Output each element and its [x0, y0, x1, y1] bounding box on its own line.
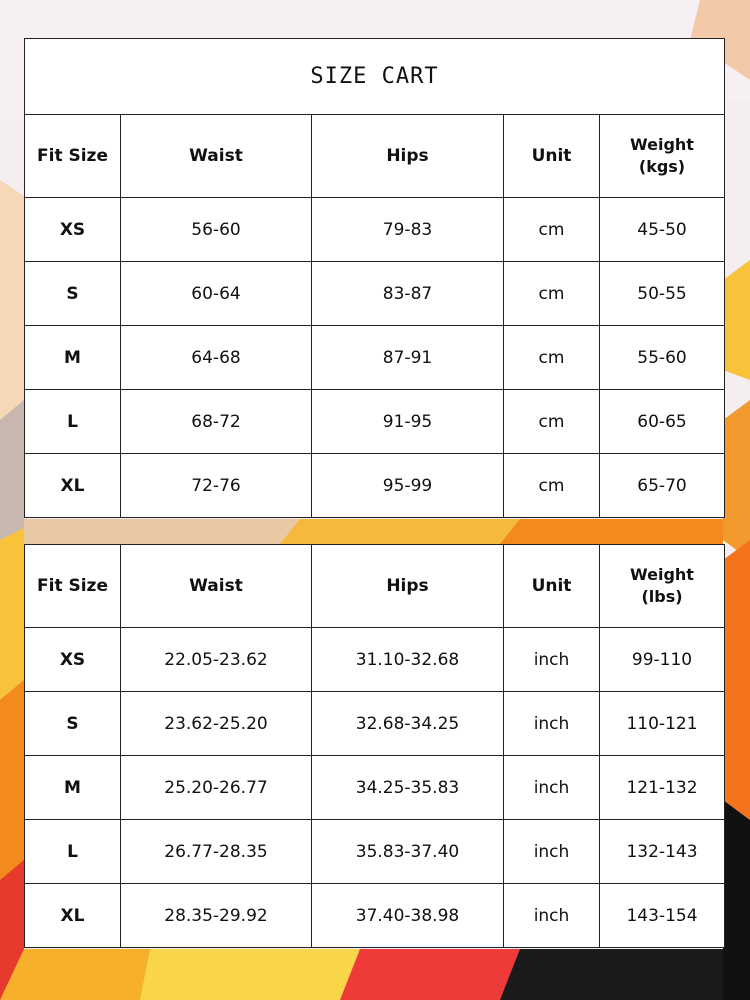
cell-weight: 55-60 — [599, 325, 725, 390]
cell-unit: cm — [503, 453, 600, 518]
header-weight: Weight (kgs) — [599, 114, 725, 198]
size-chart-table-inch: Fit Size Waist Hips Unit Weight (lbs) XS 2… — [24, 544, 725, 948]
table-row: M 64-68 87-91 cm 55-60 — [24, 325, 725, 390]
size-chart-table-cm: SIZE CART Fit Size Waist Hips Unit Weigh… — [24, 38, 725, 518]
header-row: Fit Size Waist Hips Unit Weight (lbs) — [24, 544, 725, 628]
header-weight-label: Weight — [630, 565, 694, 584]
cell-waist: 22.05-23.62 — [120, 627, 312, 692]
cell-weight: 121-132 — [599, 755, 725, 820]
cell-waist: 60-64 — [120, 261, 312, 326]
cell-waist: 72-76 — [120, 453, 312, 518]
table-row: XS 56-60 79-83 cm 45-50 — [24, 197, 725, 262]
table-row: L 26.77-28.35 35.83-37.40 inch 132-143 — [24, 819, 725, 884]
cell-waist: 64-68 — [120, 325, 312, 390]
cell-hips: 95-99 — [311, 453, 504, 518]
cell-fit-size: XS — [24, 627, 121, 692]
header-fit-size: Fit Size — [24, 114, 121, 198]
cell-hips: 79-83 — [311, 197, 504, 262]
header-unit: Unit — [503, 544, 600, 628]
cell-fit-size: L — [24, 389, 121, 454]
cell-fit-size: M — [24, 325, 121, 390]
cell-unit: inch — [503, 691, 600, 756]
header-fit-size: Fit Size — [24, 544, 121, 628]
table-row: XS 22.05-23.62 31.10-32.68 inch 99-110 — [24, 627, 725, 692]
cell-unit: inch — [503, 883, 600, 948]
cell-hips: 91-95 — [311, 389, 504, 454]
cell-waist: 25.20-26.77 — [120, 755, 312, 820]
cell-hips: 32.68-34.25 — [311, 691, 504, 756]
cell-weight: 45-50 — [599, 197, 725, 262]
cell-waist: 26.77-28.35 — [120, 819, 312, 884]
cell-unit: inch — [503, 755, 600, 820]
header-hips: Hips — [311, 114, 504, 198]
cell-weight: 50-55 — [599, 261, 725, 326]
cell-weight: 143-154 — [599, 883, 725, 948]
cell-unit: cm — [503, 325, 600, 390]
cell-unit: cm — [503, 389, 600, 454]
cell-unit: inch — [503, 819, 600, 884]
cell-unit: cm — [503, 261, 600, 326]
header-weight-unit: (kgs) — [638, 157, 686, 176]
cell-waist: 56-60 — [120, 197, 312, 262]
cell-fit-size: XS — [24, 197, 121, 262]
cell-fit-size: L — [24, 819, 121, 884]
cell-fit-size: S — [24, 261, 121, 326]
cell-unit: cm — [503, 197, 600, 262]
header-row: Fit Size Waist Hips Unit Weight (kgs) — [24, 114, 725, 198]
cell-hips: 35.83-37.40 — [311, 819, 504, 884]
cell-weight: 132-143 — [599, 819, 725, 884]
cell-hips: 31.10-32.68 — [311, 627, 504, 692]
table-row: XL 28.35-29.92 37.40-38.98 inch 143-154 — [24, 883, 725, 948]
cell-weight: 99-110 — [599, 627, 725, 692]
chart-title: SIZE CART — [24, 38, 725, 115]
table-row: L 68-72 91-95 cm 60-65 — [24, 389, 725, 454]
table-row: S 60-64 83-87 cm 50-55 — [24, 261, 725, 326]
cell-fit-size: S — [24, 691, 121, 756]
cell-weight: 110-121 — [599, 691, 725, 756]
cell-hips: 83-87 — [311, 261, 504, 326]
table-row: XL 72-76 95-99 cm 65-70 — [24, 453, 725, 518]
table-row: S 23.62-25.20 32.68-34.25 inch 110-121 — [24, 691, 725, 756]
cell-waist: 28.35-29.92 — [120, 883, 312, 948]
header-waist: Waist — [120, 114, 312, 198]
header-waist: Waist — [120, 544, 312, 628]
header-weight-label: Weight — [630, 135, 694, 154]
cell-fit-size: XL — [24, 453, 121, 518]
cell-fit-size: M — [24, 755, 121, 820]
header-hips: Hips — [311, 544, 504, 628]
header-weight-unit: (lbs) — [641, 587, 683, 606]
cell-hips: 37.40-38.98 — [311, 883, 504, 948]
header-weight: Weight (lbs) — [599, 544, 725, 628]
cell-waist: 68-72 — [120, 389, 312, 454]
table-row: M 25.20-26.77 34.25-35.83 inch 121-132 — [24, 755, 725, 820]
cell-hips: 87-91 — [311, 325, 504, 390]
cell-weight: 65-70 — [599, 453, 725, 518]
cell-unit: inch — [503, 627, 600, 692]
cell-waist: 23.62-25.20 — [120, 691, 312, 756]
cell-hips: 34.25-35.83 — [311, 755, 504, 820]
header-unit: Unit — [503, 114, 600, 198]
cell-weight: 60-65 — [599, 389, 725, 454]
cell-fit-size: XL — [24, 883, 121, 948]
